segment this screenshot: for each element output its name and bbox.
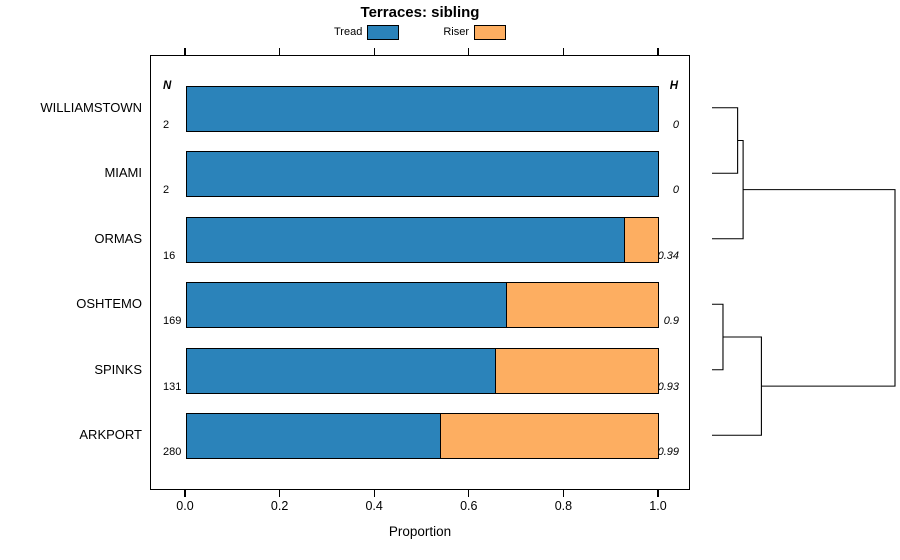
chart-title: Terraces: sibling	[360, 4, 480, 21]
bar-row	[186, 85, 659, 132]
n-value: 169	[163, 315, 182, 328]
n-value: 2	[163, 118, 170, 131]
y-axis-category-labels: WILLIAMSTOWN MIAMI ORMAS OSHTEMO SPINKS ARKPO…	[0, 55, 142, 490]
h-value: 0.93	[657, 380, 679, 393]
category-label: MIAMI	[104, 165, 142, 181]
dendrogram-merge-1	[712, 139, 744, 240]
category-label: ORMAS	[94, 230, 142, 246]
h-value: 0.99	[657, 446, 679, 459]
h-value: 0.9	[663, 315, 679, 328]
h-value: 0	[672, 118, 679, 131]
x-tick-label: 0.6	[460, 499, 478, 513]
x-tick-top	[657, 48, 659, 55]
category-label: WILLIAMSTOWN	[40, 99, 142, 115]
bar-segment-tread	[187, 152, 658, 197]
bar-segment-tread	[187, 348, 496, 393]
h-value: 0	[672, 184, 679, 197]
legend-label: Tread	[334, 26, 363, 38]
n-value: 131	[163, 380, 182, 393]
legend-item: Tread	[334, 24, 400, 40]
x-tick-label: 0.8	[554, 499, 573, 513]
dendrogram-merge-4	[743, 189, 896, 387]
x-tick-bottom	[468, 490, 470, 497]
x-tick-label: 0.4	[365, 499, 383, 513]
n-value: 2	[163, 184, 170, 197]
x-tick-label: 0.0	[176, 499, 194, 513]
plot-area: N H 2 0 2 0 16 0.34 169 0.9 131 0.93 280 0.99	[150, 55, 690, 490]
x-tick-label: 0.2	[270, 499, 289, 513]
bar-segment-tread	[187, 283, 508, 328]
x-tick-bottom	[562, 490, 564, 497]
h-column-header: H	[669, 80, 678, 92]
x-tick-top	[373, 48, 375, 55]
x-tick-top	[468, 48, 470, 55]
bar-segment-tread	[187, 217, 626, 262]
legend-swatch-riser	[474, 24, 506, 40]
legend: Tread Riser	[150, 24, 690, 40]
dendrogram-merge-0	[712, 107, 739, 174]
n-value: 280	[163, 446, 182, 459]
dendrogram-merge-3	[712, 336, 762, 436]
bar-row	[186, 347, 659, 394]
x-tick-bottom	[184, 490, 186, 497]
dendrogram-merge-2	[712, 303, 724, 371]
legend-item: Riser	[443, 24, 506, 40]
legend-swatch-tread	[367, 24, 400, 40]
x-tick-bottom	[279, 490, 281, 497]
bar-row	[186, 151, 659, 198]
bar-segment-tread	[187, 414, 442, 459]
x-tick-top	[279, 48, 281, 55]
bar-row	[186, 216, 659, 263]
n-value: 16	[163, 249, 176, 262]
cluster-dendrogram	[712, 107, 896, 436]
category-label: OSHTEMO	[76, 296, 142, 312]
category-label: ARKPORT	[79, 427, 142, 443]
legend-label: Riser	[443, 26, 469, 38]
x-axis-label: Proportion	[388, 524, 452, 539]
x-tick-bottom	[373, 490, 375, 497]
bar-segment-tread	[187, 86, 658, 131]
x-tick-top	[184, 48, 186, 55]
bar-row	[186, 282, 659, 329]
x-tick-bottom	[657, 490, 659, 497]
n-column-header: N	[163, 80, 172, 92]
x-tick-top	[562, 48, 564, 55]
bar-row	[186, 413, 659, 460]
h-value: 0.34	[657, 249, 679, 262]
category-label: SPINKS	[94, 361, 142, 377]
x-tick-label: 1.0	[649, 499, 667, 513]
